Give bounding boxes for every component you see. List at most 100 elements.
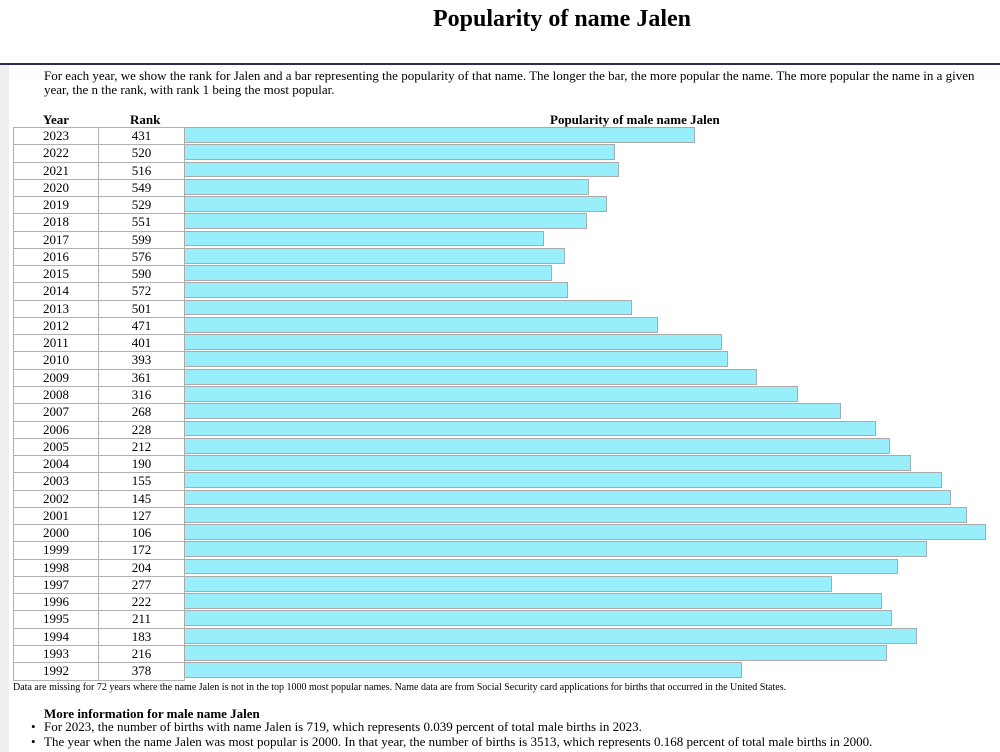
popularity-bar	[184, 575, 833, 592]
rank-cell: 401	[98, 334, 185, 352]
popularity-bar	[184, 265, 553, 281]
popularity-bar	[184, 351, 728, 368]
table-row: 1992 378	[13, 662, 993, 681]
popularity-bar	[184, 403, 841, 420]
table-row: 2022 520	[13, 144, 993, 162]
year-cell: 1999	[13, 541, 99, 559]
table-row: 2011 401	[13, 334, 993, 352]
rank-cell: 216	[98, 644, 185, 663]
rank-cell: 316	[98, 385, 185, 404]
rank-cell: 516	[98, 161, 185, 179]
year-cell: 2023	[13, 127, 99, 145]
popularity-bar	[184, 196, 607, 212]
rank-header: Rank	[130, 112, 161, 127]
data-note: Data are missing for 72 years where the …	[13, 682, 787, 693]
more-info-heading: More information for male name Jalen	[44, 706, 260, 721]
table-row: 1997 277	[13, 575, 993, 594]
year-cell: 2022	[13, 144, 99, 162]
table-row: 2014 572	[13, 282, 993, 300]
table-row: 2021 516	[13, 161, 993, 179]
year-header: Year	[43, 112, 69, 127]
year-cell: 2012	[13, 316, 99, 335]
rank-cell: 549	[98, 178, 185, 197]
popularity-bar	[184, 455, 911, 471]
popularity-bar	[184, 644, 888, 661]
rank-cell: 228	[98, 420, 185, 438]
year-cell: 2020	[13, 178, 99, 197]
table-row: 2001 127	[13, 506, 993, 525]
table-row: 2017 599	[13, 230, 993, 248]
year-cell: 2014	[13, 282, 99, 300]
left-margin-strip	[0, 65, 9, 752]
table-row: 2010 393	[13, 351, 993, 369]
table-row: 1994 183	[13, 627, 993, 645]
table-row: 2018 551	[13, 213, 993, 231]
table-row: 2019 529	[13, 196, 993, 214]
rank-cell: 155	[98, 472, 185, 490]
rank-cell: 576	[98, 247, 185, 266]
table-row: 2016 576	[13, 247, 993, 266]
year-cell: 1998	[13, 558, 99, 576]
year-cell: 2009	[13, 368, 99, 386]
popularity-bar	[184, 230, 545, 247]
year-cell: 1993	[13, 644, 99, 663]
list-item: For 2023, the number of births with name…	[31, 719, 994, 734]
year-cell: 2010	[13, 351, 99, 369]
table-row: 2013 501	[13, 299, 993, 317]
table-row: 2020 549	[13, 178, 993, 197]
rank-cell: 501	[98, 299, 185, 317]
rank-cell: 106	[98, 524, 185, 542]
year-cell: 1997	[13, 575, 99, 594]
rank-cell: 268	[98, 403, 185, 421]
popularity-bar	[184, 299, 633, 316]
popularity-bar	[184, 472, 942, 489]
rank-cell: 572	[98, 282, 185, 300]
rank-cell: 393	[98, 351, 185, 369]
rank-cell: 222	[98, 593, 185, 611]
table-row: 2005 212	[13, 437, 993, 456]
rank-cell: 520	[98, 144, 185, 162]
intro-text: For each year, we show the rank for Jale…	[44, 68, 975, 97]
rank-cell: 172	[98, 541, 185, 559]
year-cell: 2005	[13, 437, 99, 456]
rank-cell: 127	[98, 506, 185, 525]
rank-cell: 529	[98, 196, 185, 214]
popularity-bar	[184, 247, 565, 264]
year-cell: 2018	[13, 213, 99, 231]
year-cell: 2019	[13, 196, 99, 214]
popularity-bar	[184, 662, 743, 679]
rank-cell: 190	[98, 455, 185, 473]
rank-cell: 145	[98, 489, 185, 507]
year-cell: 2013	[13, 299, 99, 317]
year-cell: 1996	[13, 593, 99, 611]
year-cell: 2016	[13, 247, 99, 266]
page-title: Popularity of name Jalen	[433, 6, 691, 32]
popularity-bar	[184, 368, 757, 385]
year-cell: 2004	[13, 455, 99, 473]
table-row: 2003 155	[13, 472, 993, 490]
rank-cell: 277	[98, 575, 185, 594]
table-row: 2002 145	[13, 489, 993, 507]
table-row: 2007 268	[13, 403, 993, 421]
popularity-header: Popularity of male name Jalen	[550, 112, 720, 127]
year-cell: 2002	[13, 489, 99, 507]
header-divider	[0, 63, 1000, 65]
popularity-bar	[184, 213, 587, 230]
popularity-bar	[184, 334, 723, 350]
popularity-bar	[184, 178, 589, 195]
popularity-bar	[184, 524, 986, 540]
table-row: 2000 106	[13, 524, 993, 542]
table-row: 1998 204	[13, 558, 993, 576]
rank-cell: 183	[98, 627, 185, 645]
table-row: 2004 190	[13, 455, 993, 473]
rank-cell: 590	[98, 265, 185, 283]
year-cell: 2003	[13, 472, 99, 490]
popularity-bar	[184, 627, 918, 644]
table-row: 2023 431	[13, 127, 993, 145]
rank-cell: 378	[98, 662, 185, 681]
popularity-bar	[184, 437, 890, 454]
table-row: 2008 316	[13, 385, 993, 404]
year-cell: 2008	[13, 385, 99, 404]
popularity-table: 2023 431 2022 520 2021 516 2020 549 2019 529 2018 5…	[13, 127, 993, 681]
popularity-bar	[184, 127, 695, 143]
